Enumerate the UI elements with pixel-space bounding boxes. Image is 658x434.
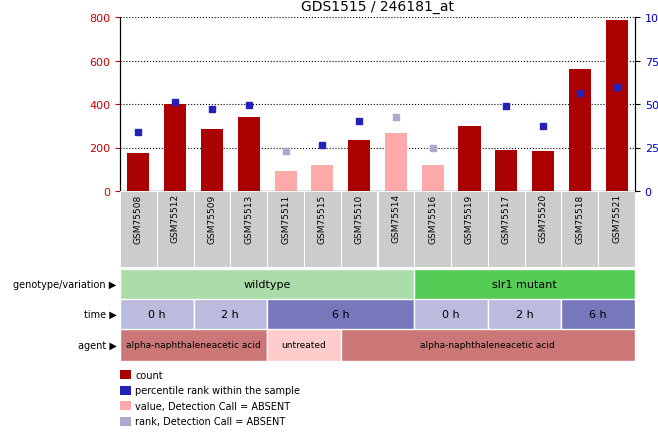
Bar bbox=[267, 191, 304, 267]
Text: rank, Detection Call = ABSENT: rank, Detection Call = ABSENT bbox=[136, 416, 286, 426]
Text: GSM75508: GSM75508 bbox=[134, 194, 143, 243]
Text: 2 h: 2 h bbox=[516, 309, 534, 319]
Text: GSM75518: GSM75518 bbox=[575, 194, 584, 243]
Text: count: count bbox=[136, 370, 163, 380]
Text: value, Detection Call = ABSENT: value, Detection Call = ABSENT bbox=[136, 401, 291, 411]
Text: GSM75515: GSM75515 bbox=[318, 194, 327, 243]
Text: GSM75513: GSM75513 bbox=[244, 194, 253, 243]
Text: GSM75514: GSM75514 bbox=[392, 194, 400, 243]
Bar bbox=[341, 329, 635, 361]
Bar bbox=[415, 299, 488, 329]
Bar bbox=[193, 191, 230, 267]
Text: 6 h: 6 h bbox=[590, 309, 607, 319]
Text: 0 h: 0 h bbox=[442, 309, 460, 319]
Text: alpha-naphthaleneacetic acid: alpha-naphthaleneacetic acid bbox=[126, 341, 261, 350]
Bar bbox=[415, 191, 451, 267]
Text: GSM75511: GSM75511 bbox=[281, 194, 290, 243]
Bar bbox=[605, 21, 628, 191]
Bar bbox=[238, 118, 260, 191]
Bar bbox=[311, 165, 334, 191]
Bar bbox=[459, 126, 480, 191]
Bar bbox=[120, 417, 132, 425]
Text: 0 h: 0 h bbox=[148, 309, 166, 319]
Bar bbox=[230, 191, 267, 267]
Bar bbox=[348, 141, 370, 191]
Text: GSM75509: GSM75509 bbox=[207, 194, 216, 243]
Text: 2 h: 2 h bbox=[222, 309, 240, 319]
Bar bbox=[561, 191, 598, 267]
Bar bbox=[120, 270, 415, 299]
Bar bbox=[193, 299, 267, 329]
Title: GDS1515 / 246181_at: GDS1515 / 246181_at bbox=[301, 0, 454, 14]
Bar bbox=[561, 299, 635, 329]
Text: GSM75517: GSM75517 bbox=[502, 194, 511, 243]
Bar bbox=[201, 130, 223, 191]
Text: genotype/variation ▶: genotype/variation ▶ bbox=[13, 279, 116, 289]
Bar bbox=[267, 329, 341, 361]
Text: agent ▶: agent ▶ bbox=[78, 340, 116, 350]
Bar bbox=[267, 299, 415, 329]
Text: percentile rank within the sample: percentile rank within the sample bbox=[136, 385, 301, 395]
Bar bbox=[422, 165, 443, 191]
Bar bbox=[495, 150, 517, 191]
Bar bbox=[488, 299, 561, 329]
Text: GSM75519: GSM75519 bbox=[465, 194, 474, 243]
Text: GSM75512: GSM75512 bbox=[170, 194, 180, 243]
Bar bbox=[415, 270, 635, 299]
Bar bbox=[120, 299, 193, 329]
Text: GSM75510: GSM75510 bbox=[355, 194, 364, 243]
Text: GSM75520: GSM75520 bbox=[538, 194, 547, 243]
Bar bbox=[378, 191, 415, 267]
Bar bbox=[120, 191, 157, 267]
Bar bbox=[598, 191, 635, 267]
Bar bbox=[274, 172, 297, 191]
Bar bbox=[164, 105, 186, 191]
Bar bbox=[385, 134, 407, 191]
Bar bbox=[341, 191, 378, 267]
Bar bbox=[532, 151, 554, 191]
Bar bbox=[120, 386, 132, 395]
Bar bbox=[157, 191, 193, 267]
Bar bbox=[451, 191, 488, 267]
Bar bbox=[120, 371, 132, 379]
Text: slr1 mutant: slr1 mutant bbox=[492, 279, 557, 289]
Bar bbox=[488, 191, 524, 267]
Bar bbox=[120, 329, 267, 361]
Bar bbox=[120, 401, 132, 410]
Text: untreated: untreated bbox=[282, 341, 326, 350]
Text: wildtype: wildtype bbox=[243, 279, 291, 289]
Bar bbox=[128, 154, 149, 191]
Text: GSM75521: GSM75521 bbox=[612, 194, 621, 243]
Bar bbox=[569, 70, 591, 191]
Text: alpha-naphthaleneacetic acid: alpha-naphthaleneacetic acid bbox=[420, 341, 555, 350]
Bar bbox=[304, 191, 341, 267]
Text: time ▶: time ▶ bbox=[84, 309, 116, 319]
Bar bbox=[524, 191, 561, 267]
Text: 6 h: 6 h bbox=[332, 309, 349, 319]
Text: GSM75516: GSM75516 bbox=[428, 194, 437, 243]
